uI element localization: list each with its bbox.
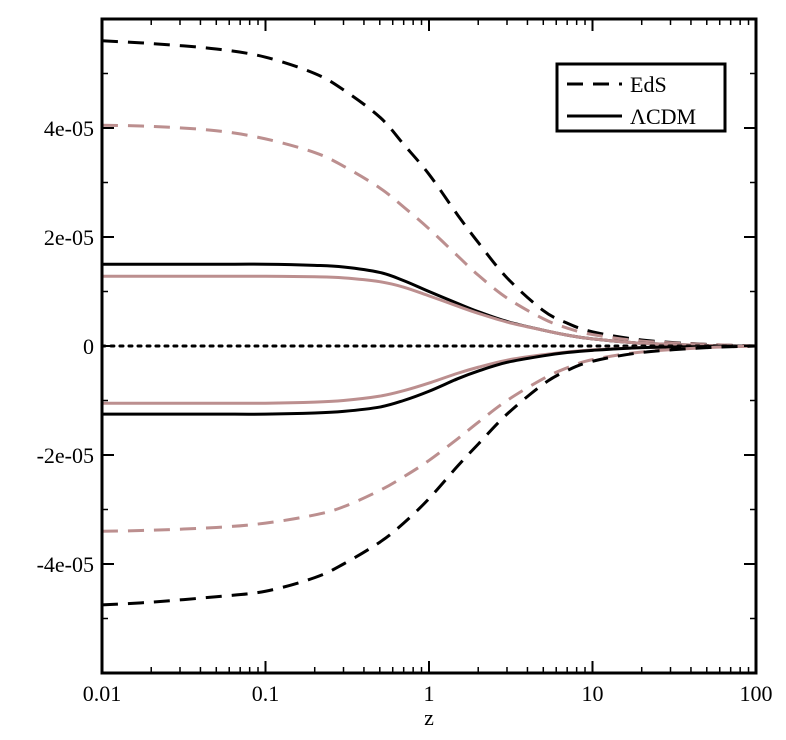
y-tick-label: -2e-05: [37, 443, 94, 468]
y-tick-label: 0: [83, 334, 94, 359]
series-line-7: [101, 344, 757, 416]
y-tick-label: -4e-05: [37, 552, 94, 577]
x-tick-label: 1: [424, 681, 435, 706]
labels-layer: 0.01 0.1 1 10 100 -4e-05 -2e-05 0 2e-05 4e-05: [37, 116, 773, 706]
series-line-9: [101, 344, 757, 607]
x-tick-label: 0.1: [252, 681, 280, 706]
y-tick-label: 4e-05: [44, 116, 94, 141]
legend-label: ΛCDM: [630, 104, 696, 129]
x-tick-label: 10: [582, 681, 604, 706]
ticks-layer: [101, 19, 757, 673]
series-line-4: [101, 274, 757, 348]
x-axis-label: z: [424, 705, 434, 730]
legend: EdS ΛCDM: [555, 62, 727, 133]
x-tick-label: 0.01: [83, 681, 122, 706]
legend-box: [555, 62, 727, 133]
series-line-1: [101, 39, 757, 348]
series-line-6: [102, 344, 757, 405]
series-layer: [100, 39, 758, 607]
legend-label: EdS: [630, 72, 667, 97]
series-line-8: [101, 344, 757, 533]
x-tick-label: 100: [740, 681, 773, 706]
y-tick-label: 2e-05: [44, 225, 94, 250]
series-line-2: [101, 123, 757, 348]
